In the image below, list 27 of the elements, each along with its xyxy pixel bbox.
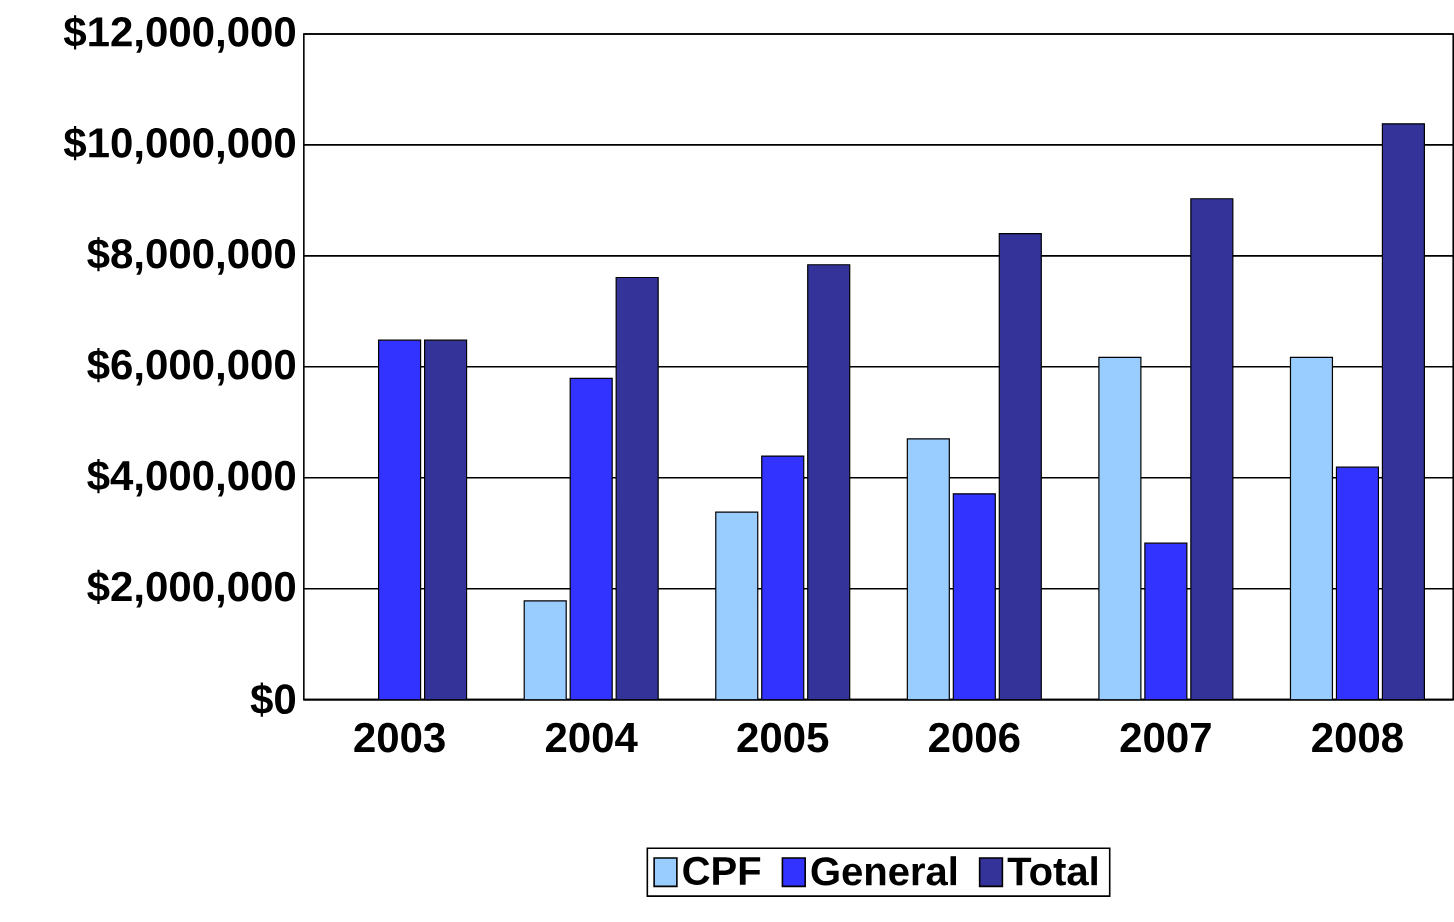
y-tick-label: $4,000,000 bbox=[87, 459, 296, 497]
bar bbox=[523, 600, 567, 700]
x-tick-label: 2007 bbox=[1120, 722, 1211, 753]
bar bbox=[1098, 357, 1142, 700]
bar bbox=[1289, 357, 1334, 700]
x-tick-label: 2004 bbox=[545, 722, 638, 753]
y-tick-label: $12,000,000 bbox=[63, 15, 296, 54]
bar bbox=[807, 264, 851, 700]
bar bbox=[1381, 123, 1425, 700]
y-tick-label: $2,000,000 bbox=[87, 570, 296, 608]
legend-label: General bbox=[811, 856, 957, 886]
bar bbox=[424, 339, 468, 700]
x-tick-label: 2008 bbox=[1312, 722, 1403, 753]
y-tick-label: $8,000,000 bbox=[87, 237, 296, 275]
x-tick-label: 2006 bbox=[929, 722, 1020, 753]
legend-label: Total bbox=[1007, 856, 1097, 886]
bar bbox=[1190, 198, 1234, 700]
y-tick-label: $6,000,000 bbox=[87, 348, 296, 386]
bar bbox=[715, 511, 759, 700]
bar bbox=[998, 233, 1042, 700]
bar bbox=[906, 438, 950, 700]
y-tick-label: $0 bbox=[250, 682, 296, 717]
legend-label: CPF bbox=[683, 856, 761, 886]
bar bbox=[615, 277, 659, 700]
y-tick-label: $10,000,000 bbox=[63, 126, 296, 164]
x-tick-label: 2005 bbox=[737, 722, 829, 753]
x-tick-label: 2003 bbox=[354, 722, 445, 753]
